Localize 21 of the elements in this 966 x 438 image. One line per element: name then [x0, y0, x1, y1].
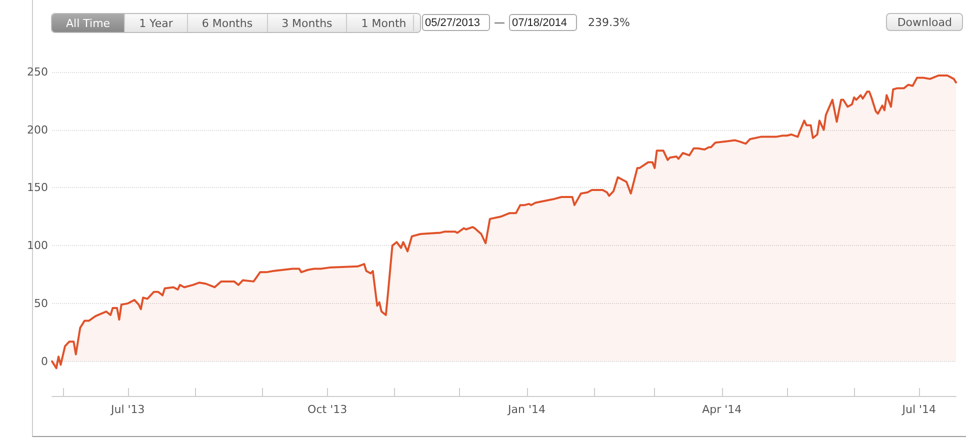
y-tick-label: 250 [27, 66, 48, 78]
text: Download [886, 13, 963, 31]
text: 1 Year [124, 14, 187, 32]
text: 239.3% [588, 16, 630, 29]
y-tick-label: 150 [27, 181, 48, 194]
text: All Time [52, 14, 124, 32]
y-tick-label: 200 [27, 123, 48, 136]
y-tick-label: 100 [27, 239, 48, 252]
text: 1 Month [346, 14, 420, 32]
x-tick-label: Jul '13 [110, 403, 145, 416]
text: 05/27/2013 [422, 14, 490, 31]
text: — [494, 16, 505, 29]
text: 3 Months [266, 14, 346, 32]
x-tick-label: Apr '14 [702, 403, 742, 416]
text: 07/18/2014 [509, 14, 577, 31]
x-tick-label: Jan '14 [507, 403, 546, 416]
y-tick-label: 50 [34, 296, 48, 310]
x-tick-label: Jul '14 [901, 403, 936, 416]
text: 6 Months [186, 14, 267, 32]
x-tick-label: Oct '13 [308, 403, 348, 416]
y-tick-label: 0 [41, 354, 48, 368]
